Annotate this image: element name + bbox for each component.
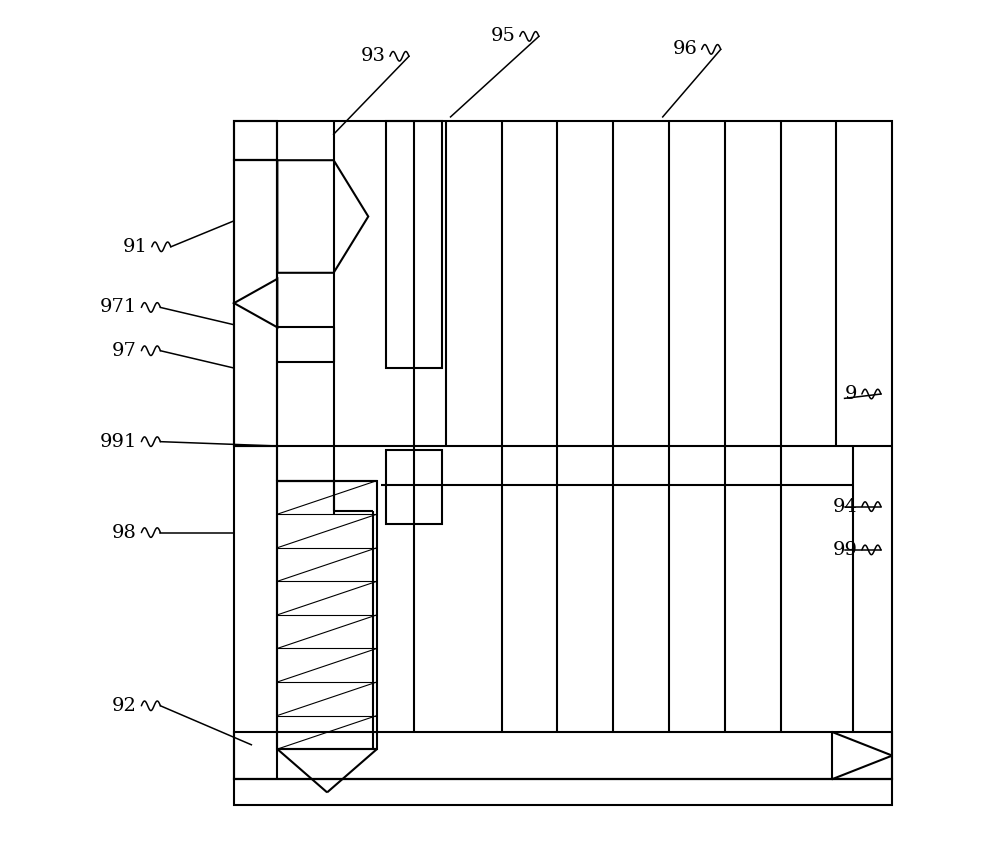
Bar — [386, 450, 442, 524]
Bar — [234, 121, 892, 779]
Text: 93: 93 — [361, 48, 386, 65]
Bar — [234, 732, 892, 779]
Text: 95: 95 — [490, 28, 516, 45]
Text: 91: 91 — [123, 238, 148, 255]
Bar — [234, 160, 277, 446]
Text: 99: 99 — [832, 541, 857, 559]
Text: 991: 991 — [99, 433, 137, 450]
Text: 96: 96 — [672, 41, 697, 58]
Text: 9: 9 — [845, 385, 857, 403]
Text: 92: 92 — [113, 697, 137, 714]
Bar — [386, 121, 442, 368]
Bar — [277, 481, 377, 749]
Bar — [234, 121, 277, 160]
Text: 98: 98 — [113, 524, 137, 541]
Text: 97: 97 — [113, 342, 137, 359]
Text: 971: 971 — [99, 299, 137, 316]
Text: 94: 94 — [833, 498, 857, 515]
Bar — [234, 779, 892, 805]
